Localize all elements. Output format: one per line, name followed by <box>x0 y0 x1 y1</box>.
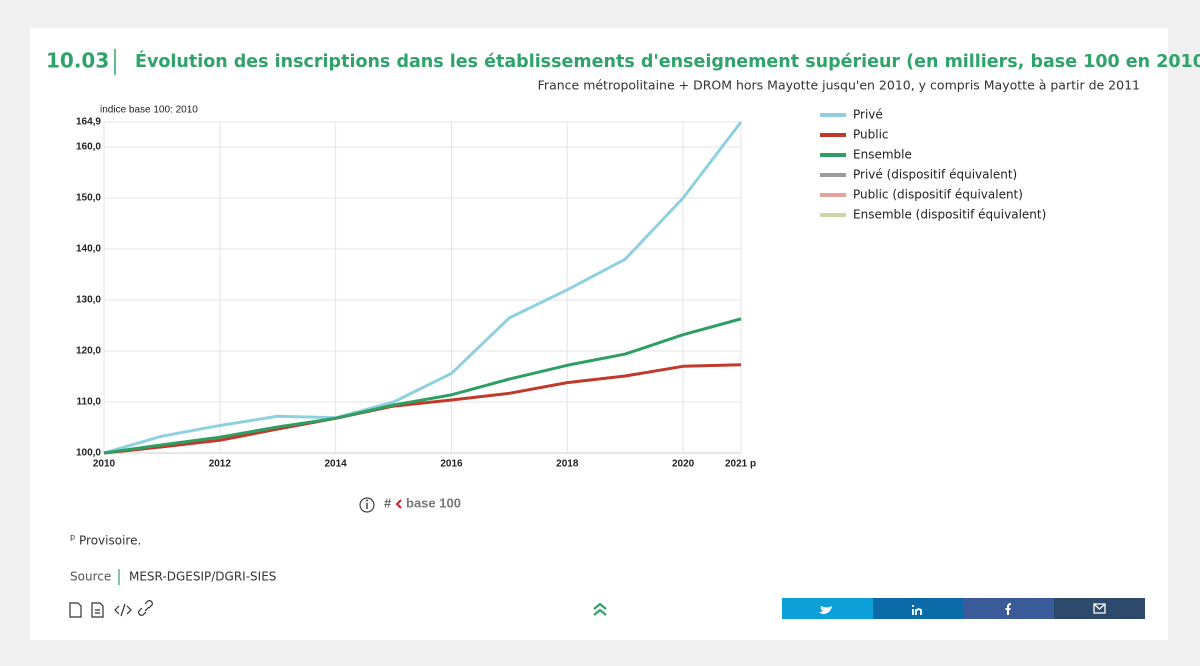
info-icon[interactable] <box>359 497 375 513</box>
mail-icon <box>1093 603 1106 614</box>
x-tick-label: 2021 p <box>725 459 756 470</box>
figure-number: 10.03 <box>46 49 109 73</box>
source-value: MESR-DGESIP/DGRI-SIES <box>129 570 276 584</box>
legend-label: Public (dispositif équivalent) <box>853 188 1023 202</box>
chart-title: Évolution des inscriptions dans les étab… <box>135 50 1200 72</box>
y-tick-label: 110,0 <box>77 397 102 408</box>
y-tick-label: 130,0 <box>76 295 101 306</box>
y-tick-label: 100,0 <box>76 448 101 459</box>
series-line <box>103 363 742 455</box>
x-tick-label: 2018 <box>556 459 579 470</box>
y-tick-label: 150,0 <box>76 193 101 204</box>
toolbar <box>69 600 153 618</box>
y-tick-label: 160,0 <box>76 142 101 153</box>
embed-icon[interactable] <box>114 603 132 617</box>
card <box>30 28 1168 640</box>
y-tick-label: 164,9 <box>76 117 101 128</box>
x-tick-label: 2010 <box>93 459 116 470</box>
legend-label: Privé (dispositif équivalent) <box>853 168 1017 182</box>
y-tick-label: 120,0 <box>76 346 101 357</box>
legend-label: Privé <box>853 108 883 122</box>
legend-label: Ensemble (dispositif équivalent) <box>853 208 1046 222</box>
x-tick-label: 2014 <box>325 459 348 470</box>
x-tick-label: 2012 <box>209 459 232 470</box>
twitter-icon <box>819 606 832 614</box>
chart-subtitle: France métropolitaine + DROM hors Mayott… <box>538 78 1140 93</box>
linkedin-icon <box>912 605 922 615</box>
scroll-top[interactable] <box>593 602 607 616</box>
info-icon-dot <box>366 499 368 502</box>
excel-icon[interactable] <box>69 602 82 618</box>
base-control[interactable]: base 100 <box>406 495 461 510</box>
x-tick-label: 2020 <box>672 459 695 470</box>
series-line <box>103 317 742 455</box>
facebook-icon <box>1005 603 1012 615</box>
y-tick-label: 140,0 <box>76 244 101 255</box>
series-line <box>103 121 743 455</box>
link-icon[interactable] <box>138 600 153 616</box>
source-label: Source <box>70 570 111 584</box>
legend-label: Public <box>853 128 889 142</box>
plot: 100,0 110,0 120,0 130,0 140,0 150,0 160,0 164,9… <box>76 117 756 470</box>
note-mark: p <box>70 533 75 542</box>
legend-label: Ensemble <box>853 148 912 162</box>
doc-icon[interactable] <box>91 602 104 618</box>
hash-control[interactable]: # <box>384 495 392 510</box>
note-text: Provisoire. <box>79 534 141 548</box>
x-tick-label: 2016 <box>440 459 463 470</box>
chevron-left[interactable] <box>395 499 402 509</box>
y-axis-label: indice base 100: 2010 <box>100 105 198 116</box>
